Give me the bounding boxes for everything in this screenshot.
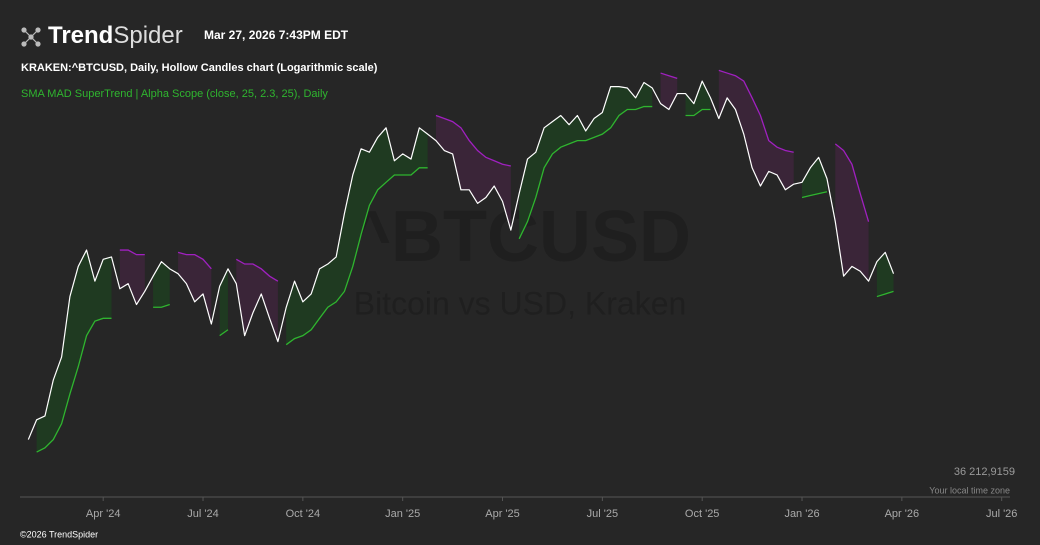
down-band-line <box>235 258 279 282</box>
down-band-line <box>177 251 212 270</box>
down-band-line <box>435 114 511 167</box>
down-band-fill <box>236 259 278 342</box>
down-band-fill <box>718 70 794 190</box>
logo <box>21 27 41 47</box>
up-band-line <box>219 329 229 337</box>
up-band-line <box>285 167 428 346</box>
x-tick-label: Apr '26 <box>885 508 920 520</box>
down-band-line <box>660 72 678 80</box>
x-tick-label: Jul '26 <box>986 508 1017 520</box>
brand-light: Spider <box>113 22 182 49</box>
down-band-line <box>119 249 145 256</box>
down-band-fill <box>835 143 869 282</box>
copyright: ©2026 TrendSpider <box>20 529 98 539</box>
watermark-name: Bitcoin vs USD, Kraken <box>354 285 687 321</box>
up-band-line <box>685 108 711 117</box>
x-tick-label: Apr '24 <box>86 508 121 520</box>
x-tick-label: Jul '24 <box>187 508 218 520</box>
timestamp: Mar 27, 2026 7:43PM EDT <box>204 28 349 42</box>
y-tick-label: 36 212,9159 <box>954 466 1015 478</box>
brand: TrendSpider <box>48 22 183 49</box>
indicator-label: SMA MAD SuperTrend | Alpha Scope (close,… <box>21 88 328 100</box>
down-band-fill <box>119 250 145 305</box>
up-band-fill <box>36 250 112 453</box>
up-band-line <box>518 105 653 240</box>
x-tick-label: Jan '25 <box>385 508 420 520</box>
x-tick-label: Jan '26 <box>784 508 819 520</box>
plot-area <box>27 69 895 453</box>
x-tick-label: Oct '24 <box>286 508 321 520</box>
down-band-fill <box>178 252 212 324</box>
time-zone-note: Your local time zone <box>929 485 1010 495</box>
down-band-line <box>718 69 794 153</box>
up-band-fill <box>685 81 711 116</box>
up-band-fill <box>219 268 228 336</box>
x-tick-label: Jul '25 <box>587 508 618 520</box>
up-band-line <box>876 290 894 298</box>
up-band-line <box>36 317 112 453</box>
up-band-fill <box>802 157 827 198</box>
up-band-line <box>801 191 828 199</box>
down-band-line <box>834 143 870 222</box>
up-band-line <box>153 303 170 308</box>
chart-title: KRAKEN:^BTCUSD, Daily, Hollow Candles ch… <box>21 62 378 74</box>
up-band-fill <box>519 82 653 239</box>
brand-bold: Trend <box>48 22 113 49</box>
up-band-fill <box>153 261 170 308</box>
x-tick-label: Apr '25 <box>485 508 520 520</box>
price-line <box>27 80 895 440</box>
down-band-fill <box>435 115 511 231</box>
x-tick-label: Oct '25 <box>685 508 720 520</box>
up-band-fill <box>286 127 428 345</box>
